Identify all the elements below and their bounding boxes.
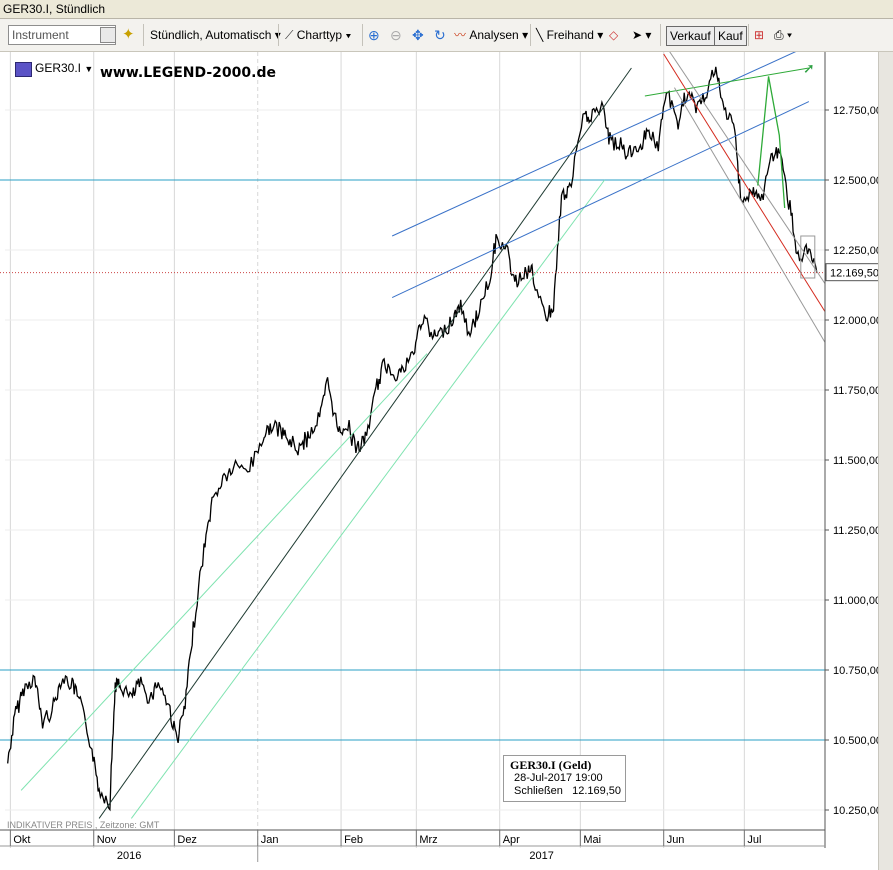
x-tick-label-feb: Feb [344, 834, 363, 846]
y-tick-label: 12.000,00 [833, 315, 882, 327]
gray-channel-lower [674, 87, 826, 343]
print-icon: ⎙ [774, 28, 784, 42]
draw-line-icon: ╲ [536, 28, 544, 42]
last-price-label: 12.169,50 [830, 268, 879, 280]
indicative-price-label: INDIKATIVER PREIS [7, 820, 93, 830]
window-title: GER30.I, Stündlich [3, 2, 106, 16]
year-label-2016: 2016 [117, 850, 141, 862]
y-tick-label: 11.250,00 [833, 525, 881, 537]
price-chart[interactable]: 12.750,00 12.500,00 12.250,00 12.000,00 11.7… [0, 52, 893, 870]
y-tick-label: 12.250,00 [833, 245, 882, 257]
refresh-icon[interactable]: ↻ [434, 27, 446, 43]
freehand-label: Freihand [546, 28, 594, 42]
blue-channel-lower [391, 101, 810, 299]
red-downtrend-line [663, 53, 826, 312]
green-wave-marker [757, 76, 786, 209]
buy-button[interactable]: Kauf [714, 26, 747, 46]
toolbar-separator [660, 24, 661, 46]
tooltip-title: GER30.I (Geld) [510, 758, 592, 772]
chevron-down-icon: ▾ [597, 28, 604, 42]
toolbar-separator [143, 24, 144, 46]
toolbar-separator [748, 24, 749, 46]
x-tick-label-okt: Okt [13, 834, 30, 846]
window-titlebar: GER30.I, Stündlich [0, 0, 893, 19]
tooltip-close-label: Schließen [514, 785, 563, 797]
price-tooltip: GER30.I (Geld) 28-Jul-2017 19:00 Schließ… [503, 755, 626, 802]
chart-settings-icon[interactable]: ⊞ [754, 28, 765, 42]
analysis-icon: 〰 [454, 28, 467, 42]
main-uptrend-line [98, 67, 632, 819]
green-trend-line [644, 67, 809, 97]
x-tick-label-jan: Jan [261, 834, 279, 846]
timezone-label: Zeitzone: GMT [99, 820, 160, 830]
x-tick-label-apr: Apr [503, 834, 520, 846]
blue-channel-upper [391, 52, 797, 237]
x-tick-label-mai: Mai [583, 834, 601, 846]
uptrend-channel-upper [20, 353, 428, 791]
toolbar-separator [530, 24, 531, 46]
charttype-dropdown[interactable]: ⟋ Charttyp ▾ [285, 26, 351, 44]
zoom-out-icon[interactable]: ⊖ [390, 27, 402, 43]
y-tick-label: 11.750,00 [833, 385, 881, 397]
gray-channel-upper [669, 52, 826, 284]
print-dropdown[interactable]: ⎙ ▾ [774, 26, 792, 44]
year-label-2017: 2017 [529, 850, 553, 862]
zoom-in-icon[interactable]: ⊕ [368, 27, 380, 43]
chevron-down-icon: ▾ [645, 28, 652, 42]
x-tick-label-jul: Jul [747, 834, 761, 846]
trend-arrow-icon: ➚ [803, 60, 815, 76]
chart-symbol-label: GER30.I [35, 61, 82, 75]
tooltip-close: Schließen 12.169,50 [510, 785, 622, 798]
y-tick-label: 10.250,00 [833, 805, 882, 817]
x-tick-label-jun: Jun [667, 834, 685, 846]
y-tick-label: 10.750,00 [833, 665, 882, 677]
cfd-logo-icon [15, 62, 32, 77]
y-tick-label: 12.750,00 [833, 105, 882, 117]
chevron-down-icon: ▾ [786, 28, 792, 42]
x-tick-label-mrz: Mrz [419, 834, 437, 846]
chevron-down-icon: ▾ [345, 28, 352, 42]
tooltip-close-value: 12.169,50 [572, 785, 622, 797]
price-zone-box [800, 235, 816, 279]
chevron-down-icon: ▾ [522, 28, 529, 42]
vertical-scrollbar[interactable] [878, 52, 893, 870]
y-tick-label: 11.000,00 [833, 595, 881, 607]
cursor-dropdown[interactable]: ➤ ▾ [632, 26, 651, 44]
chart-toolbar: Instrument ✦ Stündlich, Automatisch ▾ ⟋ … [0, 19, 893, 52]
cursor-icon: ➤ [632, 28, 643, 42]
interval-label: Stündlich, Automatisch [150, 28, 272, 42]
instrument-browse-icon[interactable] [100, 27, 116, 43]
line-chart-icon: ⟋ [285, 28, 294, 42]
chart-footer: INDIKATIVER PREIS , Zeitzone: GMT [7, 820, 160, 830]
charttype-label: Charttyp [296, 28, 343, 42]
instrument-search-input[interactable]: Instrument [8, 25, 116, 45]
x-tick-label-nov: Nov [97, 834, 117, 846]
freehand-dropdown[interactable]: ╲ Freihand ▾ [536, 26, 603, 44]
uptrend-channel-lower [130, 179, 605, 819]
y-tick-label: 12.500,00 [833, 175, 882, 187]
tooltip-date: 28-Jul-2017 19:00 [514, 772, 603, 784]
x-tick-label-dez: Dez [177, 834, 197, 846]
chart-symbol[interactable]: GER30.I ▼ [35, 61, 93, 75]
eraser-icon[interactable]: ◇ [609, 28, 619, 42]
analysen-dropdown[interactable]: 〰 Analysen ▾ [454, 26, 528, 44]
add-indicator-icon[interactable]: ✦ [122, 26, 135, 43]
chevron-down-icon: ▾ [275, 28, 281, 42]
price-series-line [7, 66, 818, 812]
chevron-down-icon: ▼ [84, 64, 94, 74]
pan-icon[interactable]: ✥ [412, 27, 424, 43]
sell-button[interactable]: Verkauf [666, 26, 715, 46]
toolbar-separator [362, 24, 363, 46]
y-tick-label: 10.500,00 [833, 735, 882, 747]
chart-area[interactable]: 12.750,00 12.500,00 12.250,00 12.000,00 11.7… [0, 52, 893, 870]
analysen-label: Analysen [469, 28, 519, 42]
interval-dropdown[interactable]: Stündlich, Automatisch ▾ [150, 26, 281, 44]
y-tick-label: 11.500,00 [833, 455, 881, 467]
toolbar-separator [278, 24, 279, 46]
watermark-url: www.LEGEND-2000.de [100, 65, 276, 81]
